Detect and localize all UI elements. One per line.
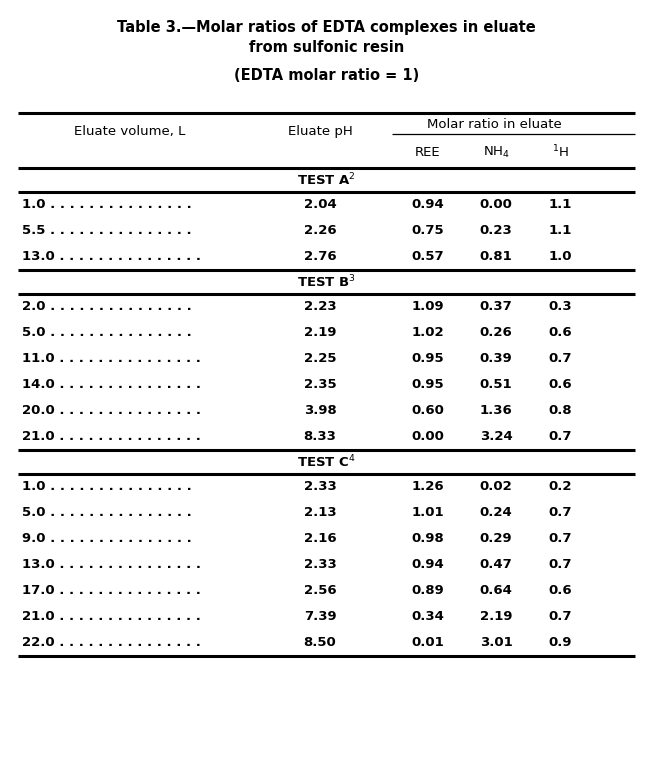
Text: NH$_4$: NH$_4$ — [483, 144, 509, 160]
Text: 0.6: 0.6 — [548, 326, 572, 339]
Text: 1.09: 1.09 — [411, 300, 444, 313]
Text: 2.19: 2.19 — [304, 326, 336, 339]
Text: 1.02: 1.02 — [411, 326, 444, 339]
Text: 21.0 . . . . . . . . . . . . . . .: 21.0 . . . . . . . . . . . . . . . — [22, 610, 201, 623]
Text: 0.3: 0.3 — [548, 300, 572, 313]
Text: 1.0: 1.0 — [549, 251, 572, 264]
Text: 20.0 . . . . . . . . . . . . . . .: 20.0 . . . . . . . . . . . . . . . — [22, 404, 201, 417]
Text: 0.7: 0.7 — [549, 610, 572, 623]
Text: 2.13: 2.13 — [304, 507, 336, 520]
Text: 2.0 . . . . . . . . . . . . . . .: 2.0 . . . . . . . . . . . . . . . — [22, 300, 192, 313]
Text: 0.26: 0.26 — [479, 326, 513, 339]
Text: 0.02: 0.02 — [479, 481, 513, 494]
Text: 2.25: 2.25 — [304, 352, 336, 365]
Text: 13.0 . . . . . . . . . . . . . . .: 13.0 . . . . . . . . . . . . . . . — [22, 558, 201, 571]
Text: 0.37: 0.37 — [479, 300, 513, 313]
Text: 11.0 . . . . . . . . . . . . . . .: 11.0 . . . . . . . . . . . . . . . — [22, 352, 201, 365]
Text: 0.60: 0.60 — [411, 404, 445, 417]
Text: 1.1: 1.1 — [549, 199, 571, 212]
Text: 1.1: 1.1 — [549, 225, 571, 238]
Text: (EDTA molar ratio = 1): (EDTA molar ratio = 1) — [234, 68, 419, 83]
Text: TEST C$^{4}$: TEST C$^{4}$ — [297, 454, 356, 471]
Text: 0.98: 0.98 — [411, 533, 445, 545]
Text: 21.0 . . . . . . . . . . . . . . .: 21.0 . . . . . . . . . . . . . . . — [22, 430, 201, 443]
Text: 0.47: 0.47 — [479, 558, 513, 571]
Text: 0.39: 0.39 — [479, 352, 513, 365]
Text: 5.0 . . . . . . . . . . . . . . .: 5.0 . . . . . . . . . . . . . . . — [22, 326, 192, 339]
Text: 2.04: 2.04 — [304, 199, 336, 212]
Text: 1.01: 1.01 — [411, 507, 444, 520]
Text: 1.0 . . . . . . . . . . . . . . .: 1.0 . . . . . . . . . . . . . . . — [22, 481, 192, 494]
Text: 3.98: 3.98 — [304, 404, 336, 417]
Text: 2.56: 2.56 — [304, 584, 336, 597]
Text: 5.5 . . . . . . . . . . . . . . .: 5.5 . . . . . . . . . . . . . . . — [22, 225, 191, 238]
Text: 0.34: 0.34 — [411, 610, 445, 623]
Text: 0.7: 0.7 — [549, 352, 572, 365]
Text: 0.7: 0.7 — [549, 533, 572, 545]
Text: 5.0 . . . . . . . . . . . . . . .: 5.0 . . . . . . . . . . . . . . . — [22, 507, 192, 520]
Text: 3.24: 3.24 — [479, 430, 513, 443]
Text: 0.01: 0.01 — [411, 636, 445, 649]
Text: 0.8: 0.8 — [548, 404, 572, 417]
Text: 2.26: 2.26 — [304, 225, 336, 238]
Text: 0.81: 0.81 — [479, 251, 513, 264]
Text: 14.0 . . . . . . . . . . . . . . .: 14.0 . . . . . . . . . . . . . . . — [22, 378, 201, 391]
Text: 0.9: 0.9 — [549, 636, 572, 649]
Text: 7.39: 7.39 — [304, 610, 336, 623]
Text: 0.23: 0.23 — [479, 225, 513, 238]
Text: 2.33: 2.33 — [304, 558, 336, 571]
Text: from sulfonic resin: from sulfonic resin — [249, 40, 404, 55]
Text: 0.89: 0.89 — [411, 584, 445, 597]
Text: 0.7: 0.7 — [549, 430, 572, 443]
Text: 0.57: 0.57 — [411, 251, 444, 264]
Text: 3.01: 3.01 — [479, 636, 513, 649]
Text: 8.50: 8.50 — [304, 636, 336, 649]
Text: 2.19: 2.19 — [480, 610, 512, 623]
Text: Table 3.—Molar ratios of EDTA complexes in eluate: Table 3.—Molar ratios of EDTA complexes … — [117, 20, 536, 35]
Text: 0.2: 0.2 — [549, 481, 572, 494]
Text: Eluate volume, L: Eluate volume, L — [74, 125, 185, 138]
Text: 0.7: 0.7 — [549, 507, 572, 520]
Text: 0.00: 0.00 — [411, 430, 445, 443]
Text: 2.33: 2.33 — [304, 481, 336, 494]
Text: 1.0 . . . . . . . . . . . . . . .: 1.0 . . . . . . . . . . . . . . . — [22, 199, 192, 212]
Text: $^1$H: $^1$H — [552, 144, 569, 160]
Text: 0.51: 0.51 — [480, 378, 513, 391]
Text: 8.33: 8.33 — [304, 430, 336, 443]
Text: 0.24: 0.24 — [479, 507, 513, 520]
Text: 9.0 . . . . . . . . . . . . . . .: 9.0 . . . . . . . . . . . . . . . — [22, 533, 192, 545]
Text: 1.36: 1.36 — [479, 404, 513, 417]
Text: 0.6: 0.6 — [548, 584, 572, 597]
Text: 0.64: 0.64 — [479, 584, 513, 597]
Text: 0.95: 0.95 — [411, 378, 444, 391]
Text: 0.75: 0.75 — [411, 225, 444, 238]
Text: 0.29: 0.29 — [480, 533, 513, 545]
Text: 2.23: 2.23 — [304, 300, 336, 313]
Text: Molar ratio in eluate: Molar ratio in eluate — [426, 118, 562, 131]
Text: 22.0 . . . . . . . . . . . . . . .: 22.0 . . . . . . . . . . . . . . . — [22, 636, 201, 649]
Text: Eluate pH: Eluate pH — [287, 125, 353, 138]
Text: TEST A$^{2}$: TEST A$^{2}$ — [297, 172, 356, 188]
Text: 2.76: 2.76 — [304, 251, 336, 264]
Text: TEST B$^{3}$: TEST B$^{3}$ — [297, 274, 356, 290]
Text: 0.94: 0.94 — [411, 199, 445, 212]
Text: 0.00: 0.00 — [479, 199, 513, 212]
Text: 0.6: 0.6 — [548, 378, 572, 391]
Text: 2.35: 2.35 — [304, 378, 336, 391]
Text: 0.95: 0.95 — [411, 352, 444, 365]
Text: 2.16: 2.16 — [304, 533, 336, 545]
Text: 0.7: 0.7 — [549, 558, 572, 571]
Text: 17.0 . . . . . . . . . . . . . . .: 17.0 . . . . . . . . . . . . . . . — [22, 584, 201, 597]
Text: 0.94: 0.94 — [411, 558, 445, 571]
Text: 1.26: 1.26 — [411, 481, 444, 494]
Text: REE: REE — [415, 145, 441, 158]
Text: 13.0 . . . . . . . . . . . . . . .: 13.0 . . . . . . . . . . . . . . . — [22, 251, 201, 264]
